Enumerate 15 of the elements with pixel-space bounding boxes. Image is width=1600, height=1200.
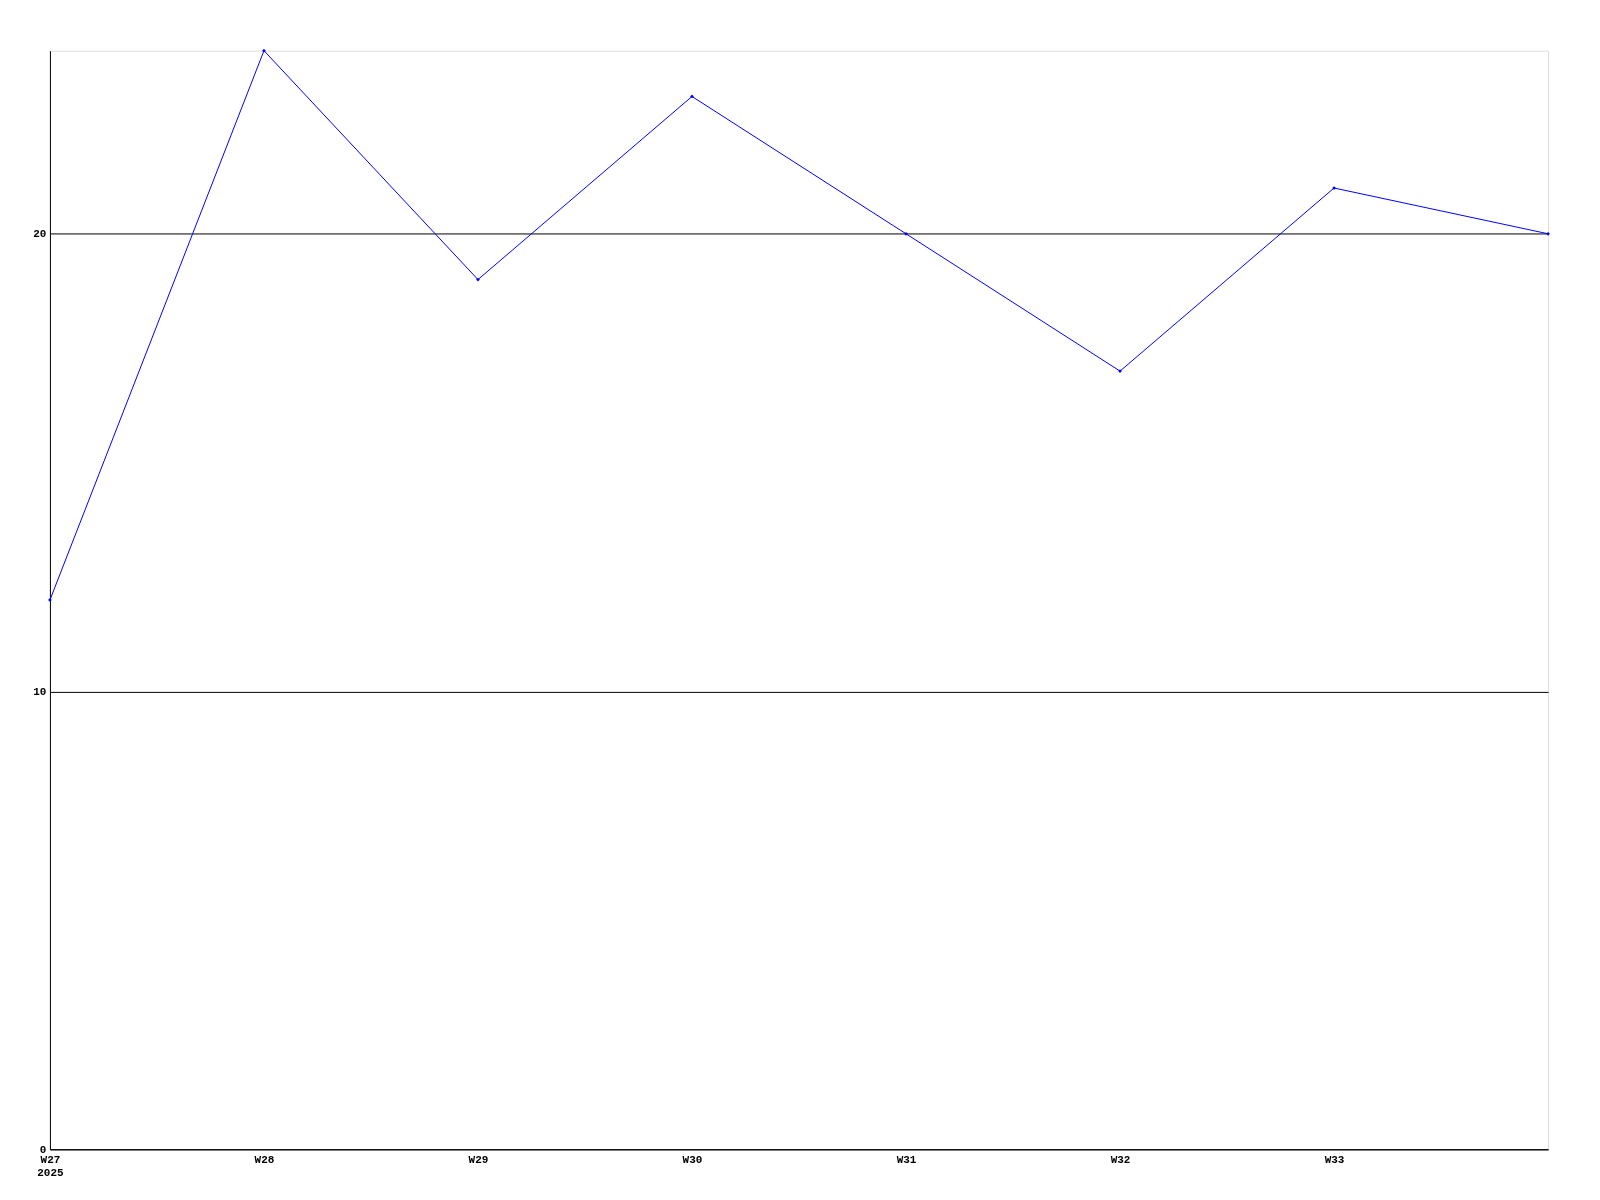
point	[904, 231, 908, 236]
x-tick-label: W30	[682, 1153, 703, 1166]
point	[690, 94, 694, 99]
x-tick-label: W29	[468, 1153, 489, 1166]
y-tick-label: 0	[39, 1143, 47, 1156]
x-tick-label: W32	[1110, 1153, 1131, 1166]
point	[1546, 231, 1550, 236]
x-tick-label: W28	[254, 1153, 275, 1166]
y-tick-label: 20	[33, 228, 47, 241]
x-tick-label: W33	[1324, 1153, 1345, 1166]
x-tick-label: W27 2025	[37, 1153, 65, 1179]
x-tick-label: W31	[896, 1153, 917, 1166]
point	[476, 277, 480, 282]
point	[262, 48, 266, 53]
y-tick-label: 10	[33, 686, 47, 699]
